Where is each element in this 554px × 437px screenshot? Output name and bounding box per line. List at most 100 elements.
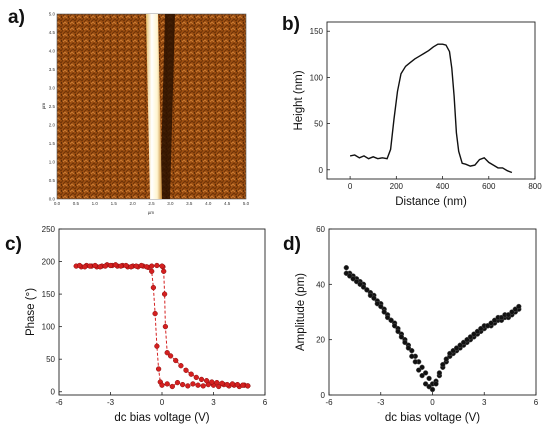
y-tick-label: 200 [42,258,56,267]
afm-ridge-shadow [160,14,175,199]
data-point [195,382,201,388]
afm-y-tick-label: 2.5 [49,104,56,109]
phase-hysteresis-chart: -6 -3 0 3 6 0 50 100 150 200 250 dc bias voltage (V… [25,225,268,424]
afm-x-tick-label: 3.0 [167,201,174,206]
data-point [419,372,425,379]
y-tick-label: 40 [316,280,325,289]
x-tick-label: 800 [528,182,542,191]
data-point [347,273,353,279]
y-tick-label: 0 [51,388,56,397]
data-point [190,381,196,387]
data-point [143,264,150,270]
data-point [112,262,119,268]
x-tick-label: 600 [482,182,496,191]
data-point [152,310,158,317]
afm-x-tick-label: 1.0 [92,201,99,206]
afm-y-tick-label: 4.0 [49,49,56,54]
data-point [149,268,155,274]
plot-frame [328,228,537,396]
data-point [485,323,491,329]
panel-label-d: d) [283,234,301,255]
afm-y-tick-label: 1.5 [49,141,56,146]
data-point [155,366,162,372]
afm-x-tick-label: 0.5 [73,201,80,206]
afm-x-tick-label: 4.0 [205,201,212,206]
data-point [488,320,494,326]
data-point [384,314,391,321]
data-point [150,284,157,291]
data-point [450,348,456,354]
data-point [416,367,422,373]
data-point [200,383,206,389]
data-point [395,328,401,335]
data-point [464,337,470,343]
data-point [161,291,168,297]
x-tick-label: 6 [263,398,268,407]
afm-ridge [146,14,162,199]
data-point [193,374,199,381]
x-tick-label: 0 [348,182,353,191]
data-point [478,325,484,332]
data-point [118,263,124,269]
data-point [123,262,129,269]
afm-x-ticks: 0.0 0.5 1.0 1.5 2.0 2.5 3.0 3.5 4.0 4.5 5.0 [54,201,250,206]
data-point [188,371,194,377]
afm-y-tick-label: 1.0 [49,160,56,165]
y-tick-label: 150 [42,290,56,299]
x-axis-label: Distance (nm) [395,196,467,208]
data-point [229,381,236,387]
data-point [209,379,215,385]
data-point [214,379,220,386]
panel-label-c: c) [5,234,22,255]
data-point [138,262,145,269]
y-tick-label: 50 [314,120,323,129]
data-point [343,270,349,276]
data-point [419,364,425,370]
data-point [516,303,522,310]
y-tick-label: 100 [310,73,324,82]
x-tick-label: 0 [430,398,435,407]
data-point [154,262,160,269]
data-point [76,262,83,269]
data-point [133,263,139,269]
data-point [367,292,374,299]
afm-x-tick-label: 5.0 [243,201,250,206]
x-tick-label: 6 [534,398,539,407]
data-point [436,370,443,376]
data-point [471,331,477,337]
afm-y-tick-label: 0.5 [49,178,56,183]
x-tick-label: -6 [55,398,63,407]
afm-y-ticks: 0.0 0.5 1.0 1.5 2.0 2.5 3.0 3.5 4.0 4.5 5.0 [49,12,56,202]
x-tick-label: 400 [436,182,450,191]
data-point [509,309,515,315]
data-point [378,303,384,310]
data-point [92,262,98,269]
data-point [467,334,474,340]
afm-x-tick-label: 2.0 [129,201,136,206]
data-point [350,276,356,282]
data-point [498,314,505,321]
data-point [440,361,446,368]
phase-branch-line [76,264,248,388]
data-point [179,381,186,388]
data-point [178,363,184,369]
data-point [422,370,429,376]
data-point [457,342,463,348]
data-point [443,356,449,362]
afm-x-unit: µm [148,210,155,215]
data-point [412,359,418,365]
afm-y-tick-label: 4.5 [49,30,56,35]
data-point [164,350,170,356]
data-point [460,339,467,346]
x-tick-label: -3 [377,398,385,407]
data-point [343,265,349,271]
data-point [224,381,230,388]
data-point [203,378,210,384]
x-tick-label: 3 [482,398,487,407]
x-tick-label: 3 [211,398,216,407]
y-axis-label: Amplitude (pm) [295,273,307,351]
data-point [82,264,88,270]
y-tick-label: 150 [310,27,324,36]
